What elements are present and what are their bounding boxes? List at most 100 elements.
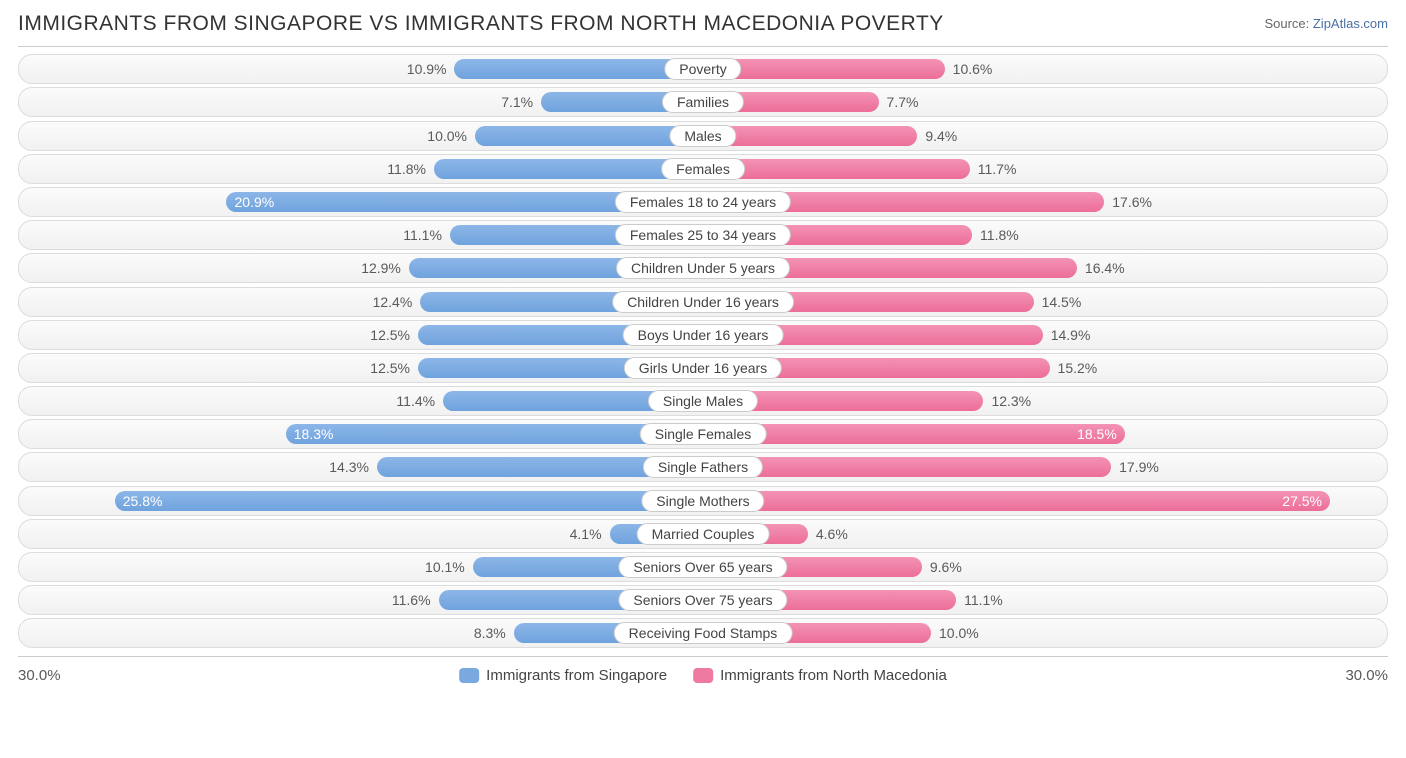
chart-row: 25.8%27.5%Single Mothers	[18, 486, 1388, 516]
value-left: 11.1%	[403, 227, 442, 243]
axis-max-right: 30.0%	[1345, 667, 1388, 684]
chart-row: 10.1% 9.6%Seniors Over 65 years	[18, 552, 1388, 582]
right-half: 10.0%	[703, 619, 1387, 647]
bar-right: 17.9%	[703, 457, 1111, 477]
left-half: 8.3%	[19, 619, 703, 647]
category-label: Receiving Food Stamps	[614, 622, 793, 644]
value-left: 11.6%	[392, 592, 431, 608]
category-label: Boys Under 16 years	[623, 324, 784, 346]
category-label: Seniors Over 65 years	[618, 556, 787, 578]
left-half: 10.0%	[19, 122, 703, 150]
value-right: 27.5%	[1282, 493, 1322, 509]
value-left: 20.9%	[234, 194, 274, 210]
chart-row: 12.9% 16.4% Children Under 5 years	[18, 253, 1388, 283]
right-half: 17.6%	[703, 188, 1387, 216]
right-half: 15.2%	[703, 354, 1387, 382]
left-half: 20.9%	[19, 188, 703, 216]
right-half: 17.9%	[703, 453, 1387, 481]
value-left: 10.1%	[425, 559, 465, 575]
value-right: 11.1%	[964, 592, 1003, 608]
right-half: 27.5%	[703, 487, 1387, 515]
value-left: 11.8%	[387, 161, 426, 177]
value-left: 4.1%	[570, 526, 602, 542]
value-left: 12.4%	[373, 294, 413, 310]
left-half: 11.1%	[19, 221, 703, 249]
bar-right: 27.5%	[703, 491, 1330, 511]
left-half: 12.9%	[19, 254, 703, 282]
value-right: 11.8%	[980, 227, 1019, 243]
value-left: 8.3%	[474, 625, 506, 641]
category-label: Married Couples	[637, 523, 770, 545]
chart-row: 11.1% 11.8% Females 25 to 34 years	[18, 220, 1388, 250]
source-attribution: Source: ZipAtlas.com	[1264, 16, 1388, 31]
chart-row: 18.3% 18.5% Single Females	[18, 419, 1388, 449]
value-right: 7.7%	[887, 94, 919, 110]
right-half: 12.3%	[703, 387, 1387, 415]
value-right: 10.0%	[939, 625, 979, 641]
value-right: 16.4%	[1085, 260, 1125, 276]
value-left: 11.4%	[396, 393, 435, 409]
category-label: Children Under 5 years	[616, 257, 790, 279]
category-label: Poverty	[664, 58, 741, 80]
category-label: Females	[661, 158, 745, 180]
chart-title: IMMIGRANTS FROM SINGAPORE VS IMMIGRANTS …	[18, 12, 944, 36]
value-right: 12.3%	[991, 393, 1031, 409]
legend-label-left: Immigrants from Singapore	[486, 667, 667, 684]
source-link[interactable]: ZipAtlas.com	[1313, 16, 1388, 31]
right-half: 9.4%	[703, 122, 1387, 150]
chart-row: 8.3% 10.0% Receiving Food Stamps	[18, 618, 1388, 648]
left-half: 12.5%	[19, 354, 703, 382]
chart-row: 14.3% 17.9%Single Fathers	[18, 452, 1388, 482]
category-label: Families	[662, 91, 744, 113]
value-left: 12.5%	[370, 327, 410, 343]
value-right: 15.2%	[1058, 360, 1098, 376]
left-half: 18.3%	[19, 420, 703, 448]
value-left: 14.3%	[329, 459, 369, 475]
value-left: 18.3%	[294, 426, 334, 442]
chart-row: 20.9%17.6%Females 18 to 24 years	[18, 187, 1388, 217]
right-half: 16.4%	[703, 254, 1387, 282]
value-right: 18.5%	[1077, 426, 1117, 442]
category-label: Single Females	[640, 423, 767, 445]
value-right: 11.7%	[978, 161, 1017, 177]
category-label: Girls Under 16 years	[624, 357, 782, 379]
legend-item-left: Immigrants from Singapore	[459, 667, 667, 684]
value-left: 7.1%	[501, 94, 533, 110]
right-half: 18.5%	[703, 420, 1387, 448]
right-half: 7.7%	[703, 88, 1387, 116]
category-label: Seniors Over 75 years	[618, 589, 787, 611]
value-right: 14.9%	[1051, 327, 1091, 343]
category-label: Children Under 16 years	[612, 291, 794, 313]
legend: Immigrants from Singapore Immigrants fro…	[459, 667, 947, 684]
value-left: 12.9%	[361, 260, 401, 276]
left-half: 11.6%	[19, 586, 703, 614]
bar-right: 18.5%	[703, 424, 1125, 444]
right-half: 11.7%	[703, 155, 1387, 183]
right-half: 9.6%	[703, 553, 1387, 581]
source-prefix: Source:	[1264, 16, 1312, 31]
chart-area: 10.9% 10.6% Poverty 7.1% 7.7% Families 10.0% 9.…	[18, 46, 1388, 657]
left-half: 10.1%	[19, 553, 703, 581]
value-right: 17.6%	[1112, 194, 1152, 210]
chart-row: 11.8% 11.7% Females	[18, 154, 1388, 184]
chart-row: 4.1%4.6%Married Couples	[18, 519, 1388, 549]
value-left: 10.0%	[427, 128, 467, 144]
category-label: Single Fathers	[643, 456, 763, 478]
category-label: Males	[669, 125, 736, 147]
category-label: Females 25 to 34 years	[615, 224, 791, 246]
legend-swatch-right	[693, 668, 713, 683]
left-half: 25.8%	[19, 487, 703, 515]
chart-row: 7.1% 7.7% Families	[18, 87, 1388, 117]
value-right: 10.6%	[953, 61, 993, 77]
left-half: 10.9%	[19, 55, 703, 83]
left-half: 12.5%	[19, 321, 703, 349]
legend-label-right: Immigrants from North Macedonia	[720, 667, 947, 684]
left-half: 7.1%	[19, 88, 703, 116]
value-left: 25.8%	[123, 493, 163, 509]
right-half: 10.6%	[703, 55, 1387, 83]
right-half: 14.9%	[703, 321, 1387, 349]
chart-row: 10.0% 9.4%Males	[18, 121, 1388, 151]
left-half: 11.4%	[19, 387, 703, 415]
value-right: 14.5%	[1042, 294, 1082, 310]
chart-row: 10.9% 10.6% Poverty	[18, 54, 1388, 84]
